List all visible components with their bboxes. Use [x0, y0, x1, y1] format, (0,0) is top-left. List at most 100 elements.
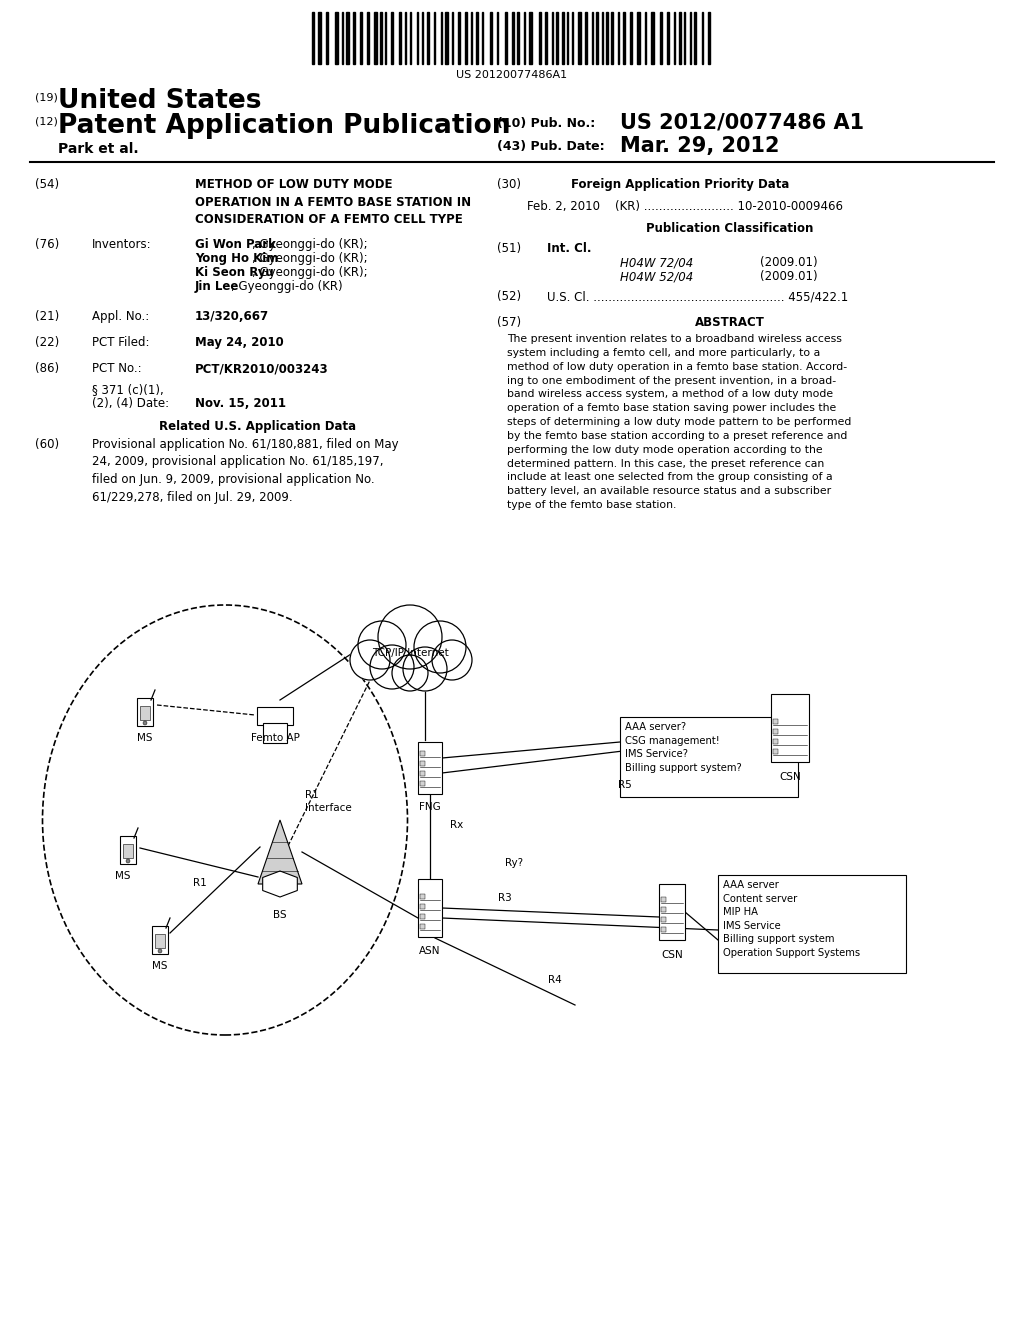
Text: Rx: Rx: [450, 820, 463, 830]
Bar: [420, 771, 425, 776]
Text: Gi Won Park: Gi Won Park: [195, 238, 275, 251]
Text: (19): (19): [35, 92, 58, 102]
Bar: [773, 719, 778, 723]
Bar: [662, 927, 666, 932]
Text: Femto AP: Femto AP: [251, 733, 299, 743]
Bar: [773, 729, 778, 734]
Text: May 24, 2010: May 24, 2010: [195, 337, 284, 348]
Text: (2), (4) Date:: (2), (4) Date:: [92, 397, 169, 411]
Text: Related U.S. Application Data: Related U.S. Application Data: [159, 420, 356, 433]
Text: Int. Cl.: Int. Cl.: [547, 242, 592, 255]
Text: H04W 52/04: H04W 52/04: [620, 271, 693, 282]
Circle shape: [143, 721, 147, 725]
Text: , Gyeonggi-do (KR);: , Gyeonggi-do (KR);: [252, 238, 368, 251]
Bar: [679, 12, 681, 63]
Text: Patent Application Publication: Patent Application Publication: [58, 114, 511, 139]
Bar: [505, 12, 507, 63]
Text: Interface: Interface: [305, 803, 352, 813]
Bar: [427, 12, 429, 63]
Bar: [578, 12, 581, 63]
Text: (76): (76): [35, 238, 59, 251]
Bar: [263, 723, 287, 743]
Bar: [718, 875, 906, 973]
Bar: [391, 12, 393, 63]
Text: (2009.01): (2009.01): [760, 256, 817, 269]
Bar: [611, 12, 613, 63]
Bar: [374, 12, 377, 63]
Text: (22): (22): [35, 337, 59, 348]
Bar: [367, 12, 369, 63]
Text: § 371 (c)(1),: § 371 (c)(1),: [92, 383, 164, 396]
Bar: [465, 12, 467, 63]
Text: (51): (51): [497, 242, 521, 255]
Text: AAA server
Content server
MIP HA
IMS Service
Billing support system
Operation Su: AAA server Content server MIP HA IMS Ser…: [723, 880, 860, 958]
Text: (10) Pub. No.:: (10) Pub. No.:: [497, 117, 595, 129]
Bar: [708, 12, 710, 63]
Text: (12): (12): [35, 117, 58, 127]
Text: US 2012/0077486 A1: US 2012/0077486 A1: [620, 114, 864, 133]
Text: (57): (57): [497, 315, 521, 329]
Bar: [556, 12, 558, 63]
Text: Mar. 29, 2012: Mar. 29, 2012: [620, 136, 779, 156]
Text: R3: R3: [498, 894, 512, 903]
Bar: [123, 843, 133, 858]
Bar: [630, 12, 632, 63]
Bar: [346, 12, 349, 63]
Bar: [662, 917, 666, 921]
Text: (60): (60): [35, 438, 59, 451]
Text: 13/320,667: 13/320,667: [195, 310, 269, 323]
Bar: [545, 12, 547, 63]
Bar: [420, 904, 425, 909]
Text: Inventors:: Inventors:: [92, 238, 152, 251]
Bar: [360, 12, 362, 63]
Text: U.S. Cl. ................................................... 455/422.1: U.S. Cl. ...............................…: [547, 290, 848, 304]
Text: Yong Ho Kim: Yong Ho Kim: [195, 252, 279, 265]
Text: Jin Lee: Jin Lee: [195, 280, 240, 293]
Bar: [420, 781, 425, 785]
Text: Appl. No.:: Appl. No.:: [92, 310, 150, 323]
Bar: [476, 12, 478, 63]
Circle shape: [378, 605, 442, 669]
Bar: [420, 924, 425, 929]
Bar: [596, 12, 598, 63]
Bar: [137, 698, 153, 726]
Bar: [773, 748, 778, 754]
Bar: [606, 12, 608, 63]
Polygon shape: [263, 871, 297, 898]
Text: Ki Seon Ryu: Ki Seon Ryu: [195, 267, 273, 279]
Text: Ry?: Ry?: [505, 858, 523, 869]
Circle shape: [414, 620, 466, 673]
Bar: [318, 12, 321, 63]
Bar: [651, 12, 654, 63]
Circle shape: [370, 645, 414, 689]
Text: MS: MS: [153, 961, 168, 972]
Polygon shape: [258, 820, 302, 884]
Text: (30): (30): [497, 178, 521, 191]
Text: (52): (52): [497, 290, 521, 304]
Text: (43) Pub. Date:: (43) Pub. Date:: [497, 140, 604, 153]
Circle shape: [392, 655, 428, 690]
Bar: [562, 12, 564, 63]
Bar: [773, 739, 778, 744]
Text: R5: R5: [618, 780, 632, 789]
Bar: [420, 894, 425, 899]
Bar: [490, 12, 492, 63]
Text: H04W 72/04: H04W 72/04: [620, 256, 693, 269]
Bar: [335, 12, 338, 63]
Bar: [585, 12, 587, 63]
Text: Park et al.: Park et al.: [58, 143, 138, 156]
Text: Nov. 15, 2011: Nov. 15, 2011: [195, 397, 286, 411]
Text: United States: United States: [58, 88, 261, 114]
Bar: [420, 762, 425, 766]
Text: BS: BS: [273, 909, 287, 920]
Text: PCT No.:: PCT No.:: [92, 362, 141, 375]
Circle shape: [350, 640, 390, 680]
Text: METHOD OF LOW DUTY MODE
OPERATION IN A FEMTO BASE STATION IN
CONSIDERATION OF A : METHOD OF LOW DUTY MODE OPERATION IN A F…: [195, 178, 471, 226]
Bar: [623, 12, 625, 63]
Circle shape: [126, 859, 130, 863]
Text: , Gyeonggi-do (KR);: , Gyeonggi-do (KR);: [252, 267, 368, 279]
Bar: [257, 708, 293, 725]
Text: R4: R4: [548, 975, 562, 985]
Bar: [458, 12, 460, 63]
Text: R1: R1: [305, 789, 318, 800]
